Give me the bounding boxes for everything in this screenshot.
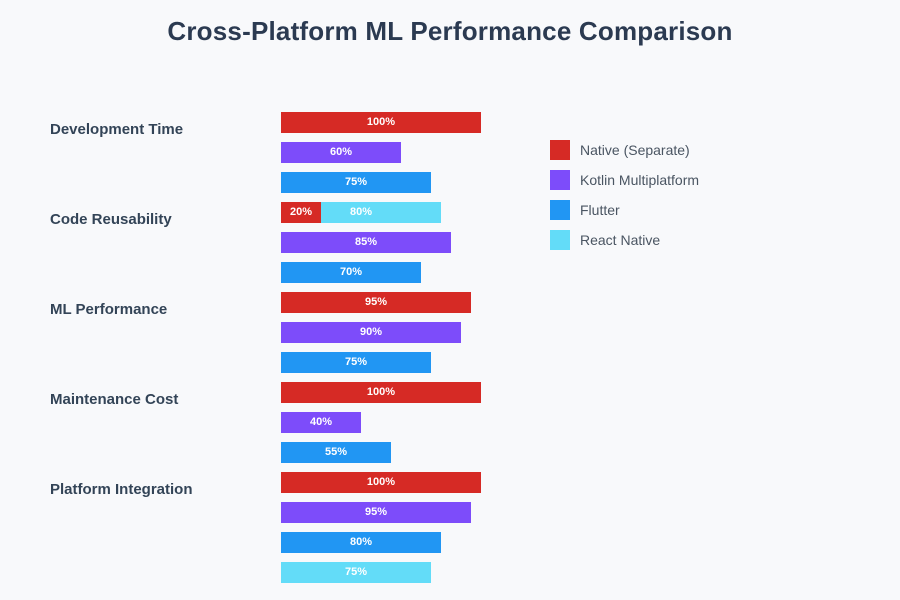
legend-swatch-flutter — [550, 200, 570, 220]
bar-value-label: 90% — [359, 326, 383, 338]
bar-row: 100% — [281, 472, 701, 493]
bar-row: 75% — [281, 172, 701, 193]
bar-value-label: 60% — [329, 146, 353, 158]
bar-value-label: 95% — [364, 296, 388, 308]
bar-native: 100% — [281, 112, 481, 133]
bar-flutter: 70% — [281, 262, 421, 283]
bar-flutter: 75% — [281, 172, 431, 193]
legend-item-native: Native (Separate) — [550, 140, 690, 160]
bar-value-label: 75% — [344, 566, 368, 578]
bar-kotlin: 85% — [281, 232, 451, 253]
bar-value-label: 80% — [349, 206, 373, 218]
bar-kotlin: 40% — [281, 412, 361, 433]
bar-kotlin: 95% — [281, 502, 471, 523]
bar-native: 20% — [281, 202, 321, 223]
bar-rows: 100% 95% 80% 75% — [281, 472, 900, 583]
category-group: Maintenance Cost 100% 40% 55% — [0, 382, 900, 472]
legend-item-label: React Native — [580, 232, 661, 248]
legend-swatch-react_native — [550, 230, 570, 250]
bar-rows: 95% 90% 75% — [281, 292, 900, 382]
category-label: Development Time — [50, 121, 184, 138]
chart-title: Cross-Platform ML Performance Comparison — [167, 16, 733, 46]
category-group: ML Performance 95% 90% 75% — [0, 292, 900, 382]
bar-rows: 100% 60% 75% — [281, 112, 900, 202]
bar-react_native: 80% — [281, 202, 441, 223]
legend-item-label: Kotlin Multiplatform — [580, 172, 700, 188]
bar-value-label: 55% — [324, 446, 348, 458]
bar-value-label: 100% — [366, 386, 396, 398]
legend-item-label: Native (Separate) — [580, 142, 690, 158]
category-group: Code Reusability 80% 20% 85% 70% — [0, 202, 900, 292]
bar-row: 95% — [281, 502, 701, 523]
bar-flutter: 75% — [281, 352, 431, 373]
bar-row: 90% — [281, 322, 701, 343]
bar-native: 100% — [281, 472, 481, 493]
bar-value-label: 40% — [309, 416, 333, 428]
bar-value-label: 85% — [354, 236, 378, 248]
category-label: ML Performance — [50, 301, 168, 318]
legend-item-flutter: Flutter — [550, 200, 620, 220]
bar-row: 55% — [281, 442, 701, 463]
bar-value-label: 70% — [339, 266, 363, 278]
bar-kotlin: 60% — [281, 142, 401, 163]
category-group: Development Time 100% 60% 75% — [0, 112, 900, 202]
legend-item-react_native: React Native — [550, 230, 660, 250]
bar-flutter: 55% — [281, 442, 391, 463]
bar-value-label: 20% — [289, 206, 313, 218]
bar-row: 100% — [281, 382, 701, 403]
bar-row: 80% 20% — [281, 202, 701, 223]
bar-value-label: 75% — [344, 356, 368, 368]
legend-swatch-native — [550, 140, 570, 160]
category-group: Platform Integration 100% 95% 80% 75% — [0, 472, 900, 583]
legend-swatch-kotlin — [550, 170, 570, 190]
bar-native: 95% — [281, 292, 471, 313]
bar-row: 40% — [281, 412, 701, 433]
legend-item-kotlin: Kotlin Multiplatform — [550, 170, 699, 190]
bar-value-label: 100% — [366, 476, 396, 488]
bar-row: 70% — [281, 262, 701, 283]
bar-row: 80% — [281, 532, 701, 553]
bar-kotlin: 90% — [281, 322, 461, 343]
bar-row: 100% — [281, 112, 701, 133]
bar-react_native: 75% — [281, 562, 431, 583]
bar-row: 60% — [281, 142, 701, 163]
bar-row: 85% — [281, 232, 701, 253]
bar-flutter: 80% — [281, 532, 441, 553]
category-label: Code Reusability — [50, 211, 172, 228]
bar-value-label: 80% — [349, 536, 373, 548]
bar-rows: 80% 20% 85% 70% — [281, 202, 900, 292]
bar-row: 75% — [281, 562, 701, 583]
category-label: Platform Integration — [50, 481, 193, 498]
bar-value-label: 95% — [364, 506, 388, 518]
bar-row: 95% — [281, 292, 701, 313]
bar-native: 100% — [281, 382, 481, 403]
legend-item-label: Flutter — [580, 202, 620, 218]
bar-row: 75% — [281, 352, 701, 373]
bar-rows: 100% 40% 55% — [281, 382, 900, 472]
bar-value-label: 75% — [344, 176, 368, 188]
bar-value-label: 100% — [366, 116, 396, 128]
category-label: Maintenance Cost — [50, 391, 179, 408]
